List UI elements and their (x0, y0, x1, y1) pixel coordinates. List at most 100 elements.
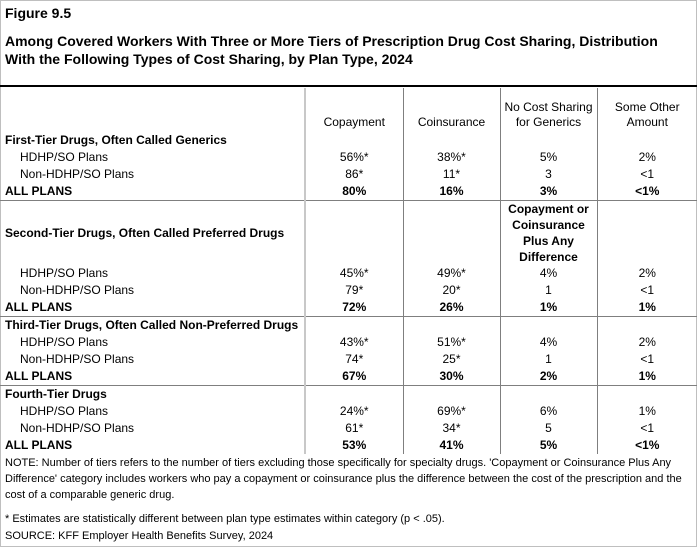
table-cell: <1% (596, 183, 697, 201)
table-cell: 25* (402, 351, 500, 368)
section-title: Third-Tier Drugs, Often Called Non-Prefe… (5, 318, 299, 332)
row-label: HDHP/SO Plans (20, 266, 109, 280)
table-cell: 1% (596, 299, 697, 317)
table-cell: 43%* (304, 334, 403, 351)
empty-cell (304, 385, 403, 403)
section-header-row: Third-Tier Drugs, Often Called Non-Prefe… (0, 316, 697, 334)
header-row: Copayment Coinsurance No Cost Sharing fo… (0, 88, 697, 132)
table-cell: 24%* (304, 403, 403, 420)
empty-cell (402, 132, 500, 149)
title-divider (0, 85, 697, 87)
table-row: HDHP/SO Plans 45%* 49%* 4% 2% (0, 265, 697, 282)
table-cell: 3 (499, 166, 597, 183)
table-cell: 6% (499, 403, 597, 420)
table-cell: 53% (304, 437, 403, 454)
section-title: Fourth-Tier Drugs (5, 387, 107, 401)
row-label: ALL PLANS (0, 299, 305, 317)
table-row: HDHP/SO Plans 24%* 69%* 6% 1% (0, 403, 697, 420)
table-cell: 1% (596, 368, 697, 386)
table-cell: 86* (304, 166, 403, 183)
table-cell: 45%* (304, 265, 403, 282)
table-row: HDHP/SO Plans 56%* 38%* 5% 2% (0, 149, 697, 166)
column-header: Coinsurance (402, 88, 500, 132)
table-cell: 34* (402, 420, 500, 437)
section-column-header (499, 132, 597, 149)
empty-cell (304, 200, 403, 265)
column-header: Copayment (304, 88, 403, 132)
empty-cell (304, 316, 403, 334)
table-cell: <1 (596, 166, 697, 183)
table-cell: 80% (304, 183, 403, 201)
empty-cell (596, 200, 697, 265)
table-cell: 2% (499, 368, 597, 386)
note-text: NOTE: Number of tiers refers to the numb… (5, 457, 682, 501)
table-cell: 2% (596, 149, 697, 166)
section-header-row: First-Tier Drugs, Often Called Generics (0, 132, 697, 149)
table-cell: <1 (596, 351, 697, 368)
all-plans-row: ALL PLANS 67% 30% 2% 1% (0, 368, 697, 386)
table-cell: 5% (499, 149, 597, 166)
table-cell: 1% (596, 403, 697, 420)
data-table: Copayment Coinsurance No Cost Sharing fo… (0, 88, 697, 454)
section-column-header: Copayment or Coinsurance Plus Any Differ… (499, 200, 597, 265)
row-label: HDHP/SO Plans (20, 335, 109, 349)
column-header: No Cost Sharing for Generics (499, 88, 597, 132)
source-text: SOURCE: KFF Employer Health Benefits Sur… (5, 530, 274, 542)
empty-cell (402, 316, 500, 334)
table-cell: 1% (499, 299, 597, 317)
table-cell: 2% (596, 334, 697, 351)
table-cell: 79* (304, 282, 403, 299)
row-label: HDHP/SO Plans (20, 404, 109, 418)
empty-cell (596, 385, 697, 403)
empty-cell (304, 132, 403, 149)
all-plans-row: ALL PLANS 72% 26% 1% 1% (0, 299, 697, 317)
section-title: First-Tier Drugs, Often Called Generics (5, 133, 227, 147)
table-cell: 61* (304, 420, 403, 437)
row-label: Non-HDHP/SO Plans (20, 167, 135, 181)
all-plans-row: ALL PLANS 53% 41% 5% <1% (0, 437, 697, 454)
row-label: HDHP/SO Plans (20, 150, 109, 164)
row-label: Non-HDHP/SO Plans (20, 283, 135, 297)
table-cell: 26% (402, 299, 500, 317)
section-column-header (499, 316, 597, 334)
section-title: Second-Tier Drugs, Often Called Preferre… (5, 226, 285, 240)
section-column-header (499, 385, 597, 403)
row-label: ALL PLANS (0, 368, 305, 386)
table-cell: 51%* (402, 334, 500, 351)
table-cell: 4% (499, 334, 597, 351)
table-cell: 49%* (402, 265, 500, 282)
table-cell: 74* (304, 351, 403, 368)
header-blank (0, 88, 305, 132)
row-label: ALL PLANS (5, 438, 73, 452)
table-cell: 11* (402, 166, 500, 183)
table-cell: 38%* (402, 149, 500, 166)
table-cell: 56%* (304, 149, 403, 166)
table-cell: <1 (596, 282, 697, 299)
table-cell: 20* (402, 282, 500, 299)
empty-cell (596, 316, 697, 334)
table-cell: 30% (402, 368, 500, 386)
table-cell: 16% (402, 183, 500, 201)
table-cell: 67% (304, 368, 403, 386)
table-row: Non-HDHP/SO Plans 86* 11* 3 <1 (0, 166, 697, 183)
all-plans-row: ALL PLANS 80% 16% 3% <1% (0, 183, 697, 201)
table-cell: 5 (499, 420, 597, 437)
table-row: Non-HDHP/SO Plans 79* 20* 1 <1 (0, 282, 697, 299)
table-row: Non-HDHP/SO Plans 61* 34* 5 <1 (0, 420, 697, 437)
empty-cell (402, 385, 500, 403)
figure-title: Among Covered Workers With Three or More… (5, 33, 658, 67)
row-label: Non-HDHP/SO Plans (20, 352, 135, 366)
figure-label: Figure 9.5 (5, 5, 72, 21)
column-header: Some Other Amount (596, 88, 697, 132)
table-cell: 5% (499, 437, 597, 454)
table-cell: 3% (499, 183, 597, 201)
empty-cell (402, 200, 500, 265)
table-cell: <1% (596, 437, 697, 454)
empty-cell (596, 132, 697, 149)
table-row: HDHP/SO Plans 43%* 51%* 4% 2% (0, 334, 697, 351)
table-cell: 41% (402, 437, 500, 454)
section-header-row: Fourth-Tier Drugs (0, 385, 697, 403)
table-cell: 69%* (402, 403, 500, 420)
row-label: Non-HDHP/SO Plans (20, 421, 135, 435)
table-cell: 1 (499, 351, 597, 368)
